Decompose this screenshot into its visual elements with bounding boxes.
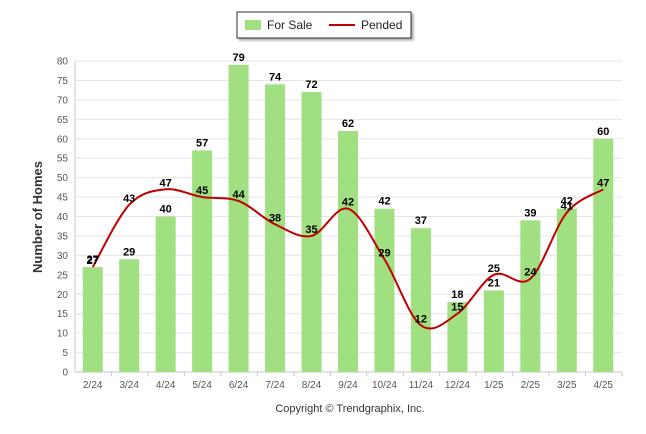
y-tick-label: 55: [57, 154, 69, 165]
legend-box: [236, 11, 412, 39]
bar-for-sale: [338, 130, 358, 372]
bar-for-sale: [301, 92, 322, 372]
y-tick-label: 80: [57, 57, 69, 68]
x-tick-label: 5/24: [192, 380, 212, 391]
bar-for-sale: [593, 138, 614, 372]
data-label-for-sale: 72: [305, 79, 317, 91]
data-label-for-sale: 57: [196, 137, 208, 149]
copyright-text: Copyright © Trendgraphix, Inc.: [275, 403, 424, 415]
data-label-pended: 24: [524, 267, 537, 279]
x-tick-label: 12/24: [445, 380, 470, 391]
y-axis-title: Number of Homes: [30, 161, 45, 273]
line-pended: [91, 188, 604, 330]
x-tick-label: 1/25: [484, 380, 504, 391]
bar-for-sale: [265, 84, 286, 372]
x-tick-label: 3/25: [557, 380, 577, 391]
legend[interactable]: For Sale Pended: [236, 11, 412, 39]
data-label-for-sale: 18: [451, 289, 463, 301]
x-tick-label: 6/24: [229, 380, 249, 391]
y-tick-label: 10: [57, 329, 69, 340]
y-tick-label: 30: [57, 251, 69, 262]
data-label-pended: 35: [305, 224, 317, 236]
y-tick-label: 45: [57, 193, 69, 204]
y-tick-label: 75: [57, 76, 69, 87]
data-label-for-sale: 37: [415, 215, 427, 227]
data-label-for-sale: 62: [342, 118, 354, 130]
legend-label-pended: Pended: [361, 18, 402, 32]
data-label-for-sale: 39: [524, 207, 536, 219]
bar-for-sale: [82, 267, 103, 372]
y-tick-label: 20: [57, 290, 69, 301]
bar-for-sale: [192, 150, 213, 372]
bar-for-sale: [155, 216, 176, 372]
bar-for-sale: [228, 64, 249, 372]
y-tick-label: 5: [62, 348, 68, 359]
bar-for-sale: [374, 208, 395, 372]
bar-for-sale: [447, 302, 468, 372]
x-tick-label: 11/24: [409, 380, 434, 391]
x-tick-label: 2/24: [83, 380, 103, 391]
data-label-pended: 45: [196, 185, 208, 197]
x-tick-label: 8/24: [302, 380, 322, 391]
x-tick-label: 4/24: [156, 380, 176, 391]
x-tick-label: 3/24: [119, 380, 139, 391]
data-label-for-sale: 42: [378, 196, 390, 208]
data-label-for-sale: 40: [160, 204, 172, 216]
data-label-pended: 29: [378, 247, 390, 259]
line-pended-path: [91, 188, 604, 330]
data-label-for-sale: 27: [87, 254, 99, 266]
data-label-for-sale: 29: [123, 246, 135, 258]
x-tick-label: 2/25: [521, 380, 541, 391]
x-tick-label: 9/24: [338, 380, 358, 391]
y-tick-label: 50: [57, 173, 69, 184]
data-label-pended: 47: [160, 177, 172, 189]
y-tick-label: 35: [57, 231, 69, 242]
data-label-for-sale: 42: [561, 196, 573, 208]
data-label-pended: 43: [123, 193, 135, 205]
y-tick-label: 15: [57, 309, 69, 320]
x-tick-label: 7/24: [265, 380, 285, 391]
data-label-pended: 47: [597, 177, 609, 189]
y-tick-label: 60: [57, 134, 69, 145]
y-tick-label: 65: [57, 115, 69, 126]
y-tick-label: 0: [62, 368, 68, 379]
data-label-pended: 12: [415, 313, 427, 325]
legend-label-for-sale: For Sale: [267, 18, 313, 32]
x-axis: 2/24 3/24 4/24 5/24 6/24 7/24 8/24 9/24 10/24 11/…: [75, 371, 623, 391]
bar-for-sale: [483, 290, 504, 372]
data-label-pended: 44: [232, 189, 245, 201]
x-tick-label: 10/24: [372, 380, 397, 391]
bar-for-sale: [520, 220, 541, 372]
data-label-pended: 15: [451, 302, 463, 314]
bar-for-sale: [556, 208, 577, 372]
y-tick-label: 70: [57, 95, 69, 106]
data-label-pended: 42: [342, 197, 354, 209]
bar-for-sale: [119, 259, 140, 372]
data-label-for-sale: 74: [269, 71, 282, 83]
legend-swatch-for-sale: [245, 20, 261, 30]
data-label-pended: 25: [488, 263, 500, 275]
y-tick-label: 25: [57, 270, 69, 281]
data-label-for-sale: 79: [232, 52, 244, 64]
data-label-for-sale: 21: [488, 277, 500, 289]
data-label-pended: 41: [561, 201, 573, 213]
bar-for-sale: [410, 228, 431, 372]
data-label-pended: 27: [87, 255, 99, 267]
data-label-pended: 38: [269, 212, 281, 224]
data-label-for-sale: 60: [597, 126, 609, 138]
y-axis: 0 5 10 15 20 25 30 35 40 45 50 55 60 65 70 75 80: [57, 57, 76, 379]
x-tick-label: 4/25: [594, 380, 614, 391]
y-tick-label: 40: [57, 212, 69, 223]
